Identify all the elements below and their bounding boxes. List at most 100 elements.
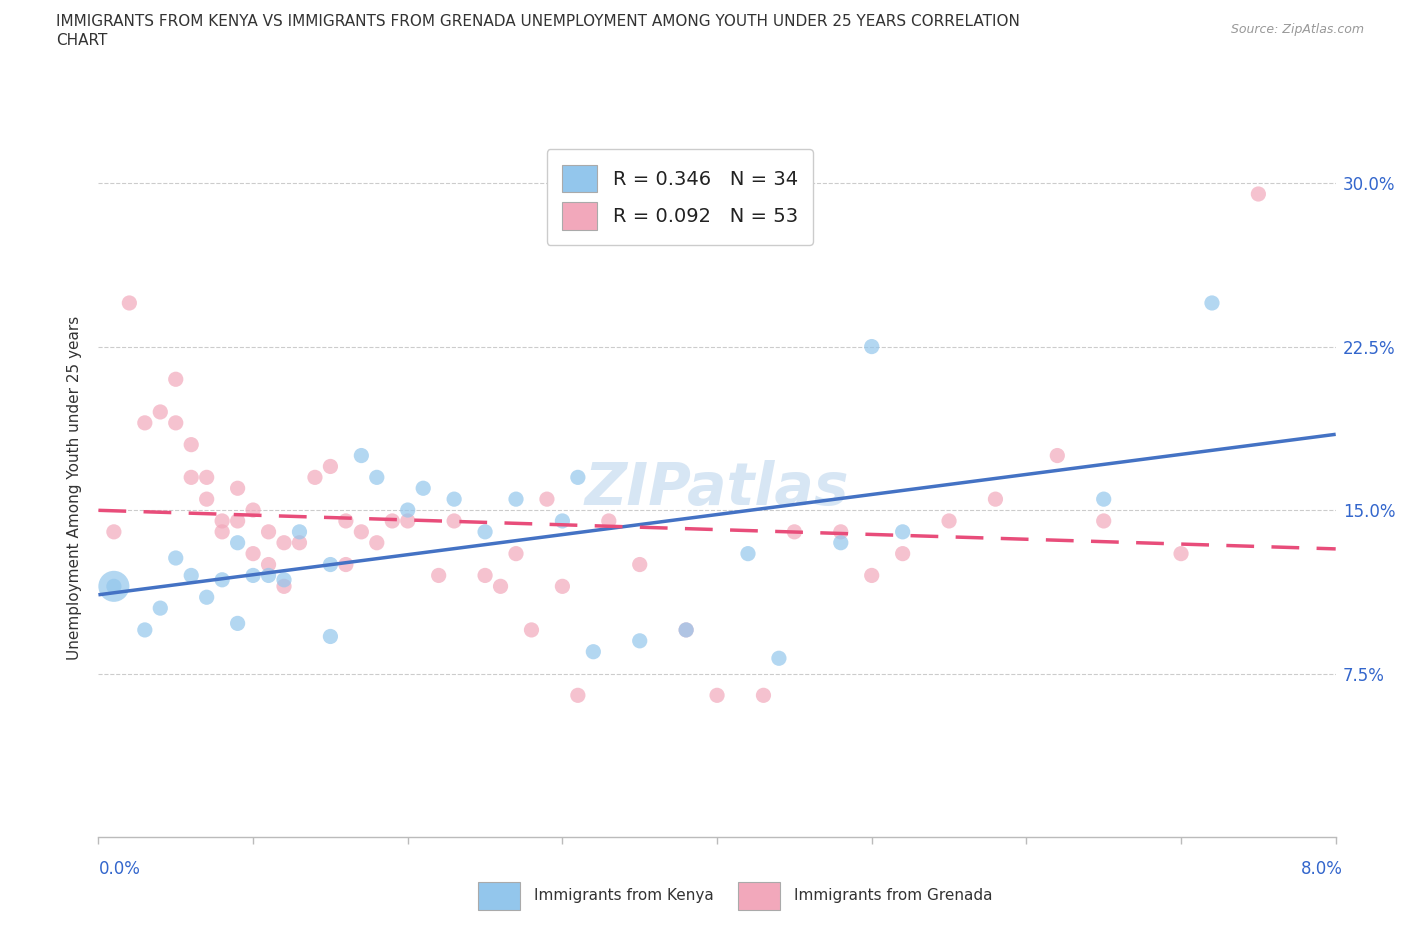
Point bbox=[860, 339, 883, 354]
Point bbox=[165, 372, 187, 387]
Point bbox=[211, 572, 233, 587]
Point bbox=[598, 513, 620, 528]
Point bbox=[366, 470, 388, 485]
Point bbox=[628, 633, 651, 648]
Legend: R = 0.346   N = 34, R = 0.092   N = 53: R = 0.346 N = 34, R = 0.092 N = 53 bbox=[547, 149, 813, 246]
Point bbox=[860, 568, 883, 583]
Point bbox=[350, 448, 373, 463]
Point bbox=[567, 470, 589, 485]
Point bbox=[226, 536, 249, 551]
Point bbox=[242, 546, 264, 561]
Point bbox=[226, 481, 249, 496]
Point bbox=[304, 470, 326, 485]
Point bbox=[783, 525, 806, 539]
Point bbox=[628, 557, 651, 572]
Point bbox=[257, 568, 280, 583]
Point bbox=[273, 536, 295, 551]
Point bbox=[536, 492, 558, 507]
Point bbox=[195, 590, 218, 604]
Point bbox=[165, 551, 187, 565]
Point bbox=[257, 557, 280, 572]
Point bbox=[675, 622, 697, 637]
FancyBboxPatch shape bbox=[738, 883, 780, 910]
Point bbox=[149, 405, 172, 419]
Point bbox=[675, 622, 697, 637]
Point bbox=[195, 470, 218, 485]
Point bbox=[551, 578, 574, 593]
Point bbox=[335, 557, 357, 572]
Point bbox=[505, 546, 527, 561]
Point bbox=[319, 459, 342, 474]
Point bbox=[737, 546, 759, 561]
Text: IMMIGRANTS FROM KENYA VS IMMIGRANTS FROM GRENADA UNEMPLOYMENT AMONG YOUTH UNDER : IMMIGRANTS FROM KENYA VS IMMIGRANTS FROM… bbox=[56, 14, 1021, 29]
Point bbox=[242, 568, 264, 583]
Point bbox=[273, 572, 295, 587]
Point bbox=[567, 688, 589, 703]
Point bbox=[830, 525, 852, 539]
Point bbox=[180, 568, 202, 583]
Point bbox=[195, 492, 218, 507]
Point bbox=[350, 525, 373, 539]
Point bbox=[396, 502, 419, 517]
Text: 0.0%: 0.0% bbox=[98, 860, 141, 878]
Point bbox=[412, 481, 434, 496]
Point bbox=[938, 513, 960, 528]
Text: 8.0%: 8.0% bbox=[1301, 860, 1343, 878]
Point bbox=[273, 578, 295, 593]
Point bbox=[582, 644, 605, 659]
Point bbox=[984, 492, 1007, 507]
Point bbox=[427, 568, 450, 583]
Point bbox=[242, 502, 264, 517]
Point bbox=[443, 513, 465, 528]
FancyBboxPatch shape bbox=[478, 883, 520, 910]
Point bbox=[1247, 187, 1270, 202]
Point bbox=[319, 629, 342, 644]
Point bbox=[520, 622, 543, 637]
Point bbox=[381, 513, 404, 528]
Point bbox=[366, 536, 388, 551]
Point bbox=[211, 513, 233, 528]
Point bbox=[103, 578, 125, 593]
Point bbox=[257, 525, 280, 539]
Point bbox=[443, 492, 465, 507]
Point bbox=[180, 470, 202, 485]
Point bbox=[288, 525, 311, 539]
Point bbox=[830, 536, 852, 551]
Point bbox=[165, 416, 187, 431]
Point bbox=[706, 688, 728, 703]
Point bbox=[118, 296, 141, 311]
Point bbox=[1170, 546, 1192, 561]
Text: Source: ZipAtlas.com: Source: ZipAtlas.com bbox=[1230, 23, 1364, 36]
Point bbox=[211, 525, 233, 539]
Point bbox=[103, 578, 125, 593]
Point bbox=[474, 568, 496, 583]
Point bbox=[891, 525, 914, 539]
Point bbox=[396, 513, 419, 528]
Point bbox=[226, 513, 249, 528]
Text: Immigrants from Kenya: Immigrants from Kenya bbox=[534, 887, 714, 903]
Point bbox=[1201, 296, 1223, 311]
Point bbox=[103, 525, 125, 539]
Point bbox=[1092, 513, 1115, 528]
Point bbox=[134, 416, 156, 431]
Point bbox=[551, 513, 574, 528]
Point bbox=[134, 622, 156, 637]
Point bbox=[288, 536, 311, 551]
Point bbox=[891, 546, 914, 561]
Point bbox=[474, 525, 496, 539]
Point bbox=[226, 616, 249, 631]
Point bbox=[149, 601, 172, 616]
Point bbox=[335, 513, 357, 528]
Point bbox=[180, 437, 202, 452]
Text: ZIPatlas: ZIPatlas bbox=[585, 459, 849, 517]
Y-axis label: Unemployment Among Youth under 25 years: Unemployment Among Youth under 25 years bbox=[67, 316, 83, 660]
Point bbox=[768, 651, 790, 666]
Point bbox=[489, 578, 512, 593]
Point bbox=[752, 688, 775, 703]
Point bbox=[1092, 492, 1115, 507]
Text: CHART: CHART bbox=[56, 33, 108, 47]
Point bbox=[1046, 448, 1069, 463]
Point bbox=[505, 492, 527, 507]
Point bbox=[319, 557, 342, 572]
Text: Immigrants from Grenada: Immigrants from Grenada bbox=[794, 887, 993, 903]
